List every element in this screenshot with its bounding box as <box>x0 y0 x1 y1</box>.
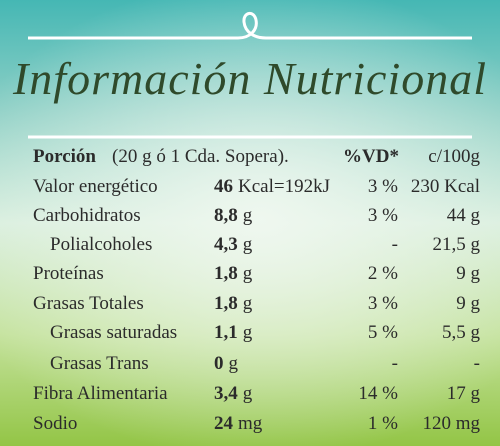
table-row: Polialcoholes 4,3 g - 21,5 g <box>0 231 500 259</box>
header-cell: c/100g <box>428 146 480 167</box>
table-cell: Valor energético <box>33 176 158 197</box>
table-cell: 3,4 <box>214 383 238 404</box>
table-cell: Grasas saturadas <box>50 322 178 343</box>
table-cell: - <box>391 353 398 374</box>
table-cell: 8,8 <box>214 205 238 226</box>
table-cell: Carbohidratos <box>33 205 141 226</box>
table-cell: 24 <box>214 413 233 434</box>
table-cell: 21,5 g <box>432 234 481 255</box>
table-cell: g <box>242 322 253 343</box>
table-cell: Fibra Alimentaria <box>33 383 168 404</box>
table-cell: g <box>242 234 253 255</box>
title: Información Nutricional <box>12 53 488 104</box>
table-cell: g <box>242 293 253 314</box>
table-cell: g <box>228 353 239 374</box>
table-cell: 2 % <box>367 263 398 284</box>
table-cell: 1,1 <box>214 322 238 343</box>
table-cell: Grasas Totales <box>33 293 144 314</box>
table-cell: - <box>391 234 398 255</box>
table-cell: 1,8 <box>214 263 238 284</box>
table-row: Fibra Alimentaria 3,4 g 14 % 17 g <box>0 380 500 408</box>
table-cell: 230 Kcal <box>410 176 480 197</box>
table-cell: 9 g <box>456 263 480 284</box>
table-cell: Proteínas <box>33 263 104 284</box>
table-cell: Polialcoholes <box>50 234 153 255</box>
table-cell: 3 % <box>367 205 398 226</box>
table-cell: 44 g <box>446 205 480 226</box>
header-cell: (20 g ó 1 Cda. Sopera). <box>112 146 289 167</box>
header-row: Porción (20 g ó 1 Cda. Sopera). %VD* c/1… <box>0 143 500 171</box>
table-cell: g <box>242 263 253 284</box>
table-row: Grasas Trans 0 g - - <box>0 350 500 378</box>
table-row: Grasas Totales 1,8 g 3 % 9 g <box>0 290 500 318</box>
table-row: Carbohidratos 8,8 g 3 % 44 g <box>0 202 500 230</box>
header-cell: Porción <box>33 146 96 167</box>
header-cell: %VD* <box>343 146 399 167</box>
table-cell: 3 % <box>367 293 398 314</box>
table-cell: Kcal=192kJ <box>238 176 330 197</box>
table-row: Proteínas 1,8 g 2 % 9 g <box>0 260 500 288</box>
table-cell: 17 g <box>446 383 480 404</box>
table-cell: - <box>473 353 480 374</box>
table-cell: 4,3 <box>214 234 238 255</box>
table-cell: 14 % <box>358 383 398 404</box>
table-row: Valor energético 46 Kcal=192kJ 3 % 230 Kcal <box>0 173 500 201</box>
table-cell: 46 <box>214 176 233 197</box>
table-row: Sodio 24 mg 1 % 120 mg <box>0 410 500 438</box>
table-cell: Sodio <box>33 413 78 434</box>
table-cell: 0 <box>214 353 224 374</box>
table-cell: 5,5 g <box>442 322 480 343</box>
table-cell: g <box>242 205 253 226</box>
top-rule <box>28 12 472 40</box>
table-cell: g <box>242 383 253 404</box>
table-cell: 1 % <box>367 413 398 434</box>
table-cell: Grasas Trans <box>50 353 149 374</box>
table-cell: 1,8 <box>214 293 238 314</box>
table-cell: 5 % <box>367 322 398 343</box>
table-cell: 3 % <box>367 176 398 197</box>
table-row: Grasas saturadas 1,1 g 5 % 5,5 g <box>0 319 500 347</box>
table-cell: mg <box>238 413 263 434</box>
table-cell: 120 mg <box>422 413 480 434</box>
table-cell: 9 g <box>456 293 480 314</box>
